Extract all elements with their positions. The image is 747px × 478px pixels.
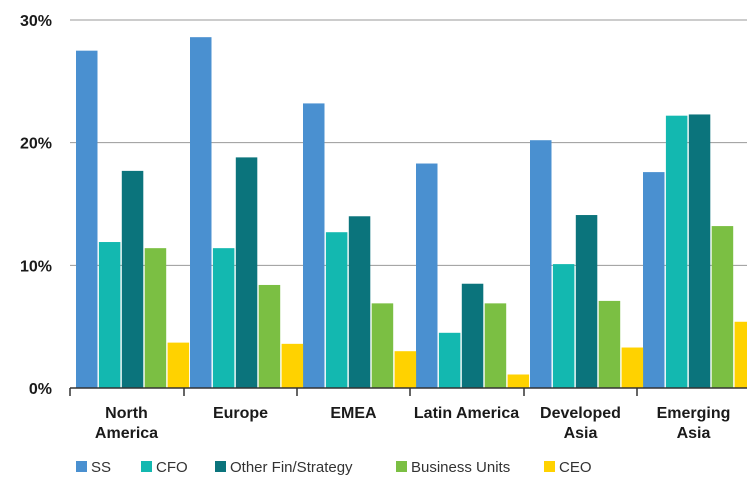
bar-cfo-europe — [212, 248, 235, 388]
legend-item-business-units: Business Units — [396, 459, 510, 476]
bar-business-units-europe — [258, 284, 281, 388]
legend-swatch — [76, 461, 87, 472]
x-category-label: Developed — [540, 405, 621, 422]
y-tick-label: 30% — [20, 13, 52, 30]
bar-ceo-latin-america — [507, 374, 530, 388]
x-category-label: Asia — [677, 425, 711, 442]
bar-ss-latin-america — [416, 163, 438, 388]
bar-other-fin-strategy-europe — [235, 157, 258, 388]
bar-cfo-developed-asia — [552, 264, 575, 388]
legend-swatch — [141, 461, 152, 472]
bar-other-fin-strategy-latin-america — [461, 283, 484, 388]
bar-business-units-north-america — [144, 248, 167, 388]
bar-ceo-north-america — [167, 342, 190, 388]
legend: SS CFO Other Fin/Strategy Business Units CEO — [76, 459, 592, 476]
bar-ceo-emerging-asia — [734, 321, 747, 388]
bar-cfo-north-america — [98, 242, 121, 388]
y-tick-label: 0% — [29, 381, 52, 398]
bars — [76, 37, 747, 389]
x-category-label: EMEA — [330, 405, 377, 422]
bar-cfo-emea — [325, 232, 348, 388]
bar-business-units-emerging-asia — [711, 226, 734, 388]
bar-business-units-developed-asia — [598, 300, 621, 388]
legend-item-other-fin-strategy: Other Fin/Strategy — [215, 459, 353, 476]
bar-ss-emea — [303, 103, 325, 388]
y-tick-label: 10% — [20, 258, 52, 275]
bar-other-fin-strategy-emerging-asia — [688, 114, 711, 388]
x-category-label: Emerging — [657, 405, 731, 422]
bar-other-fin-strategy-north-america — [121, 170, 144, 388]
bar-business-units-latin-america — [484, 303, 507, 388]
bar-ss-north-america — [76, 50, 98, 389]
legend-swatch — [544, 461, 555, 472]
bar-business-units-emea — [371, 303, 394, 388]
bar-cfo-emerging-asia — [665, 115, 688, 389]
legend-label: Business Units — [411, 459, 510, 476]
x-category-label: Latin America — [414, 405, 519, 422]
gridlines — [70, 19, 747, 266]
bar-ceo-developed-asia — [621, 347, 644, 388]
legend-item-ceo: CEO — [544, 459, 592, 476]
legend-label: CEO — [559, 459, 592, 476]
legend-item-cfo: CFO — [141, 459, 188, 476]
legend-swatch — [396, 461, 407, 472]
legend-label: Other Fin/Strategy — [230, 459, 353, 476]
x-category-label: Europe — [213, 405, 268, 422]
bar-ss-emerging-asia — [643, 172, 665, 388]
bar-ceo-emea — [394, 351, 417, 388]
y-axis-tick-labels: 0% 10% 20% 30% — [20, 13, 52, 398]
legend-item-ss: SS — [76, 459, 111, 476]
x-category-label: Asia — [564, 425, 598, 442]
x-category-label: America — [95, 425, 158, 442]
bar-cfo-latin-america — [438, 332, 461, 388]
bar-ceo-europe — [281, 343, 304, 388]
bar-other-fin-strategy-emea — [348, 216, 371, 388]
legend-swatch — [215, 461, 226, 472]
y-tick-label: 20% — [20, 136, 52, 153]
bar-ss-europe — [190, 37, 212, 388]
legend-label: CFO — [156, 459, 188, 476]
bar-ss-developed-asia — [530, 140, 552, 388]
x-axis — [69, 387, 747, 396]
legend-label: SS — [91, 459, 111, 476]
x-axis-category-labels: North America Europe EMEA Latin America Devel… — [95, 405, 730, 442]
bar-other-fin-strategy-developed-asia — [575, 215, 598, 388]
x-category-label: North — [105, 405, 148, 422]
